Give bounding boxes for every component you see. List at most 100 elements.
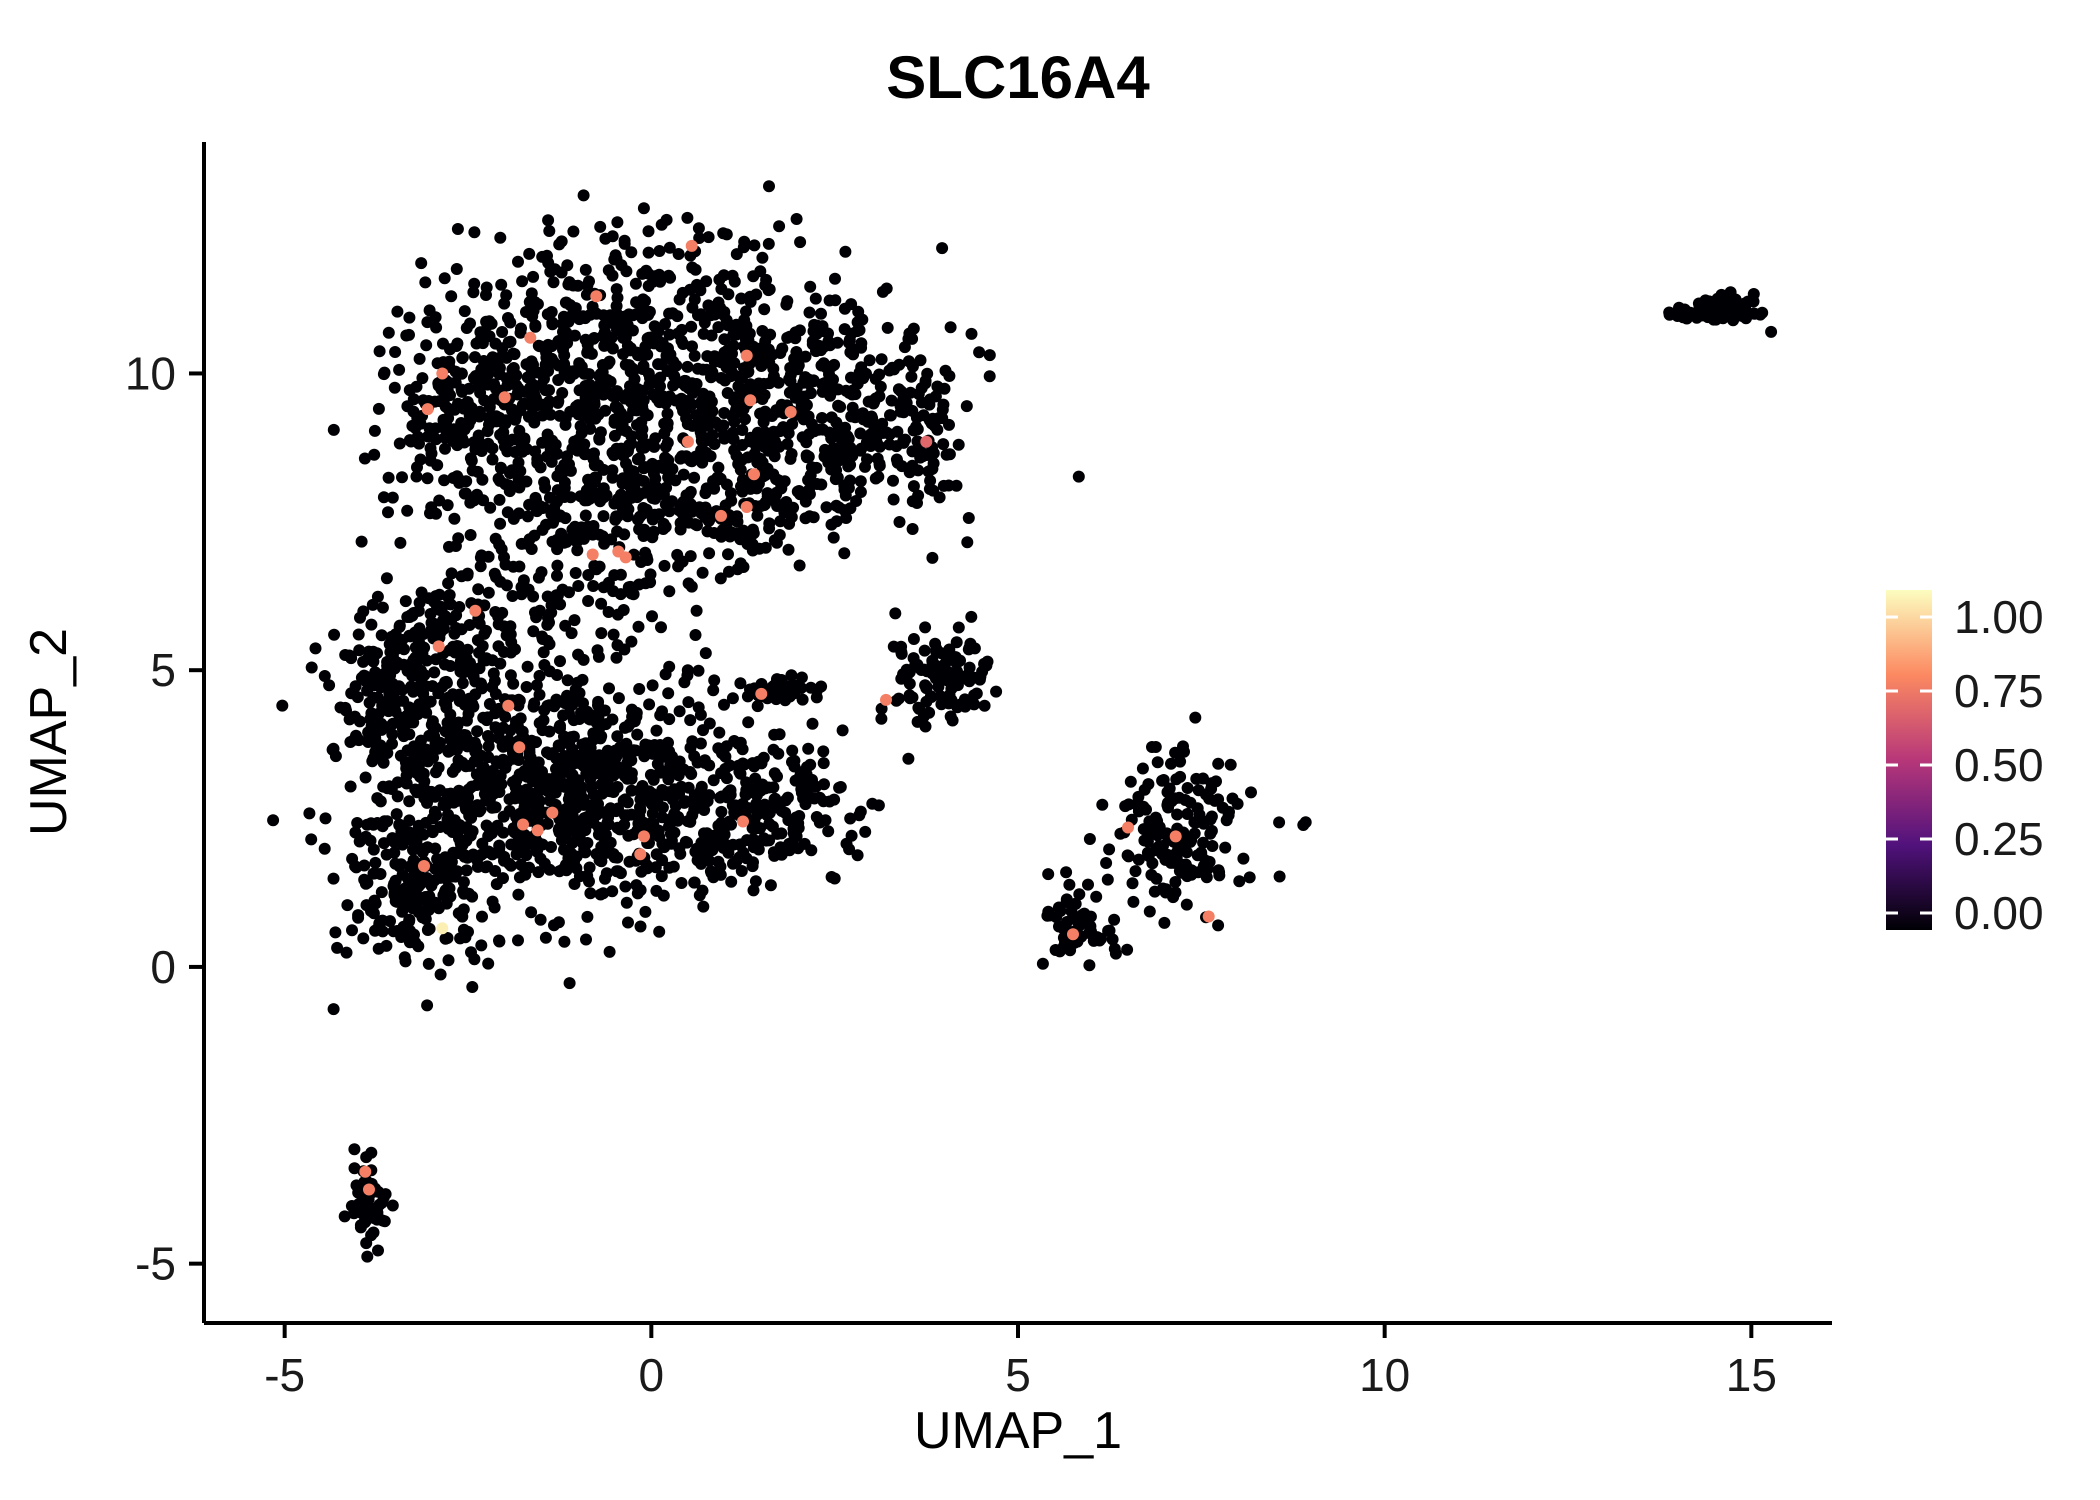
cell-point — [542, 365, 555, 377]
cell-point — [612, 802, 624, 815]
cell-point — [486, 681, 499, 694]
cell-point — [602, 357, 615, 370]
cell-point — [1188, 827, 1201, 840]
cell-point — [407, 843, 419, 856]
cell-point — [914, 354, 927, 367]
cell-point — [562, 315, 575, 328]
cell-point — [962, 512, 975, 524]
cell-point — [1245, 786, 1257, 799]
cell-point — [581, 869, 594, 882]
cell-point — [524, 381, 537, 394]
cell-point — [1273, 870, 1286, 883]
expressing-cell-point — [1067, 928, 1079, 941]
cell-point — [691, 842, 703, 855]
cell-point — [424, 695, 437, 708]
y-axis-label: UMAP_2 — [20, 628, 78, 836]
cell-point — [420, 706, 433, 719]
cell-point — [348, 1143, 361, 1156]
cell-point — [492, 610, 505, 623]
cell-point — [358, 452, 371, 465]
cell-point — [1083, 833, 1096, 845]
expressing-cell-point — [634, 848, 647, 861]
cell-point — [559, 418, 572, 431]
cell-point — [659, 440, 672, 453]
cell-point — [681, 360, 694, 373]
cell-point — [690, 278, 703, 291]
cell-point — [454, 665, 467, 678]
cell-point — [351, 817, 364, 829]
cell-point — [763, 180, 775, 193]
cell-point — [828, 793, 841, 806]
cell-point — [757, 751, 770, 764]
cell-point — [1243, 871, 1256, 884]
cell-point — [712, 461, 725, 474]
cell-point — [545, 455, 558, 468]
cell-point — [801, 761, 813, 774]
cell-point — [597, 482, 610, 495]
cell-point — [580, 399, 593, 412]
cell-point — [668, 807, 681, 820]
cell-point — [855, 341, 868, 354]
cell-point — [533, 397, 545, 410]
cell-point — [413, 624, 426, 636]
cell-point — [540, 351, 553, 364]
cell-point — [738, 235, 751, 248]
cell-point — [558, 349, 571, 362]
cell-point — [611, 639, 624, 652]
cell-point — [625, 246, 638, 259]
cell-point — [1219, 841, 1232, 854]
cell-point — [1084, 910, 1097, 923]
cell-point — [1164, 851, 1177, 864]
cell-point — [1036, 957, 1049, 970]
cell-point — [389, 895, 402, 908]
cell-point — [827, 531, 840, 544]
cell-point — [451, 719, 464, 732]
cell-point — [613, 823, 626, 836]
cell-point — [543, 725, 556, 738]
cell-point — [595, 627, 608, 640]
cell-point — [783, 386, 796, 399]
cell-point — [328, 628, 341, 641]
cell-point — [869, 472, 882, 485]
cell-point — [528, 416, 541, 429]
cell-point — [797, 413, 810, 426]
cell-point — [1084, 920, 1097, 933]
cell-point — [502, 312, 514, 324]
cell-point — [429, 311, 442, 324]
cell-point — [663, 390, 676, 403]
cell-point — [699, 828, 712, 841]
cell-point — [810, 691, 823, 704]
cell-point — [526, 310, 539, 323]
cell-point — [500, 579, 513, 592]
cell-point — [430, 321, 443, 334]
cell-point — [382, 506, 394, 519]
cell-point — [639, 738, 652, 751]
cell-point — [629, 277, 642, 290]
x-tick-label: 10 — [1359, 1349, 1410, 1401]
cell-point — [536, 633, 549, 645]
cell-point — [431, 459, 444, 472]
cell-point — [1169, 876, 1182, 888]
cell-point — [633, 683, 646, 695]
cell-point — [639, 461, 652, 474]
cell-point — [684, 815, 697, 828]
cell-point — [965, 327, 978, 340]
cell-point — [442, 402, 454, 415]
cell-point — [558, 935, 571, 948]
cell-point — [1190, 772, 1203, 785]
cell-point — [621, 388, 634, 401]
cell-point — [379, 1188, 392, 1201]
cell-point — [703, 717, 716, 730]
cell-point — [770, 693, 783, 706]
cell-point — [643, 378, 656, 391]
cell-point — [462, 783, 475, 796]
cell-point — [440, 798, 453, 811]
cell-point — [736, 424, 749, 436]
cell-point — [442, 954, 455, 967]
cell-point — [352, 628, 365, 641]
cell-point — [758, 356, 771, 369]
cell-point — [601, 744, 614, 757]
cell-point — [646, 275, 659, 288]
cell-point — [779, 694, 792, 707]
